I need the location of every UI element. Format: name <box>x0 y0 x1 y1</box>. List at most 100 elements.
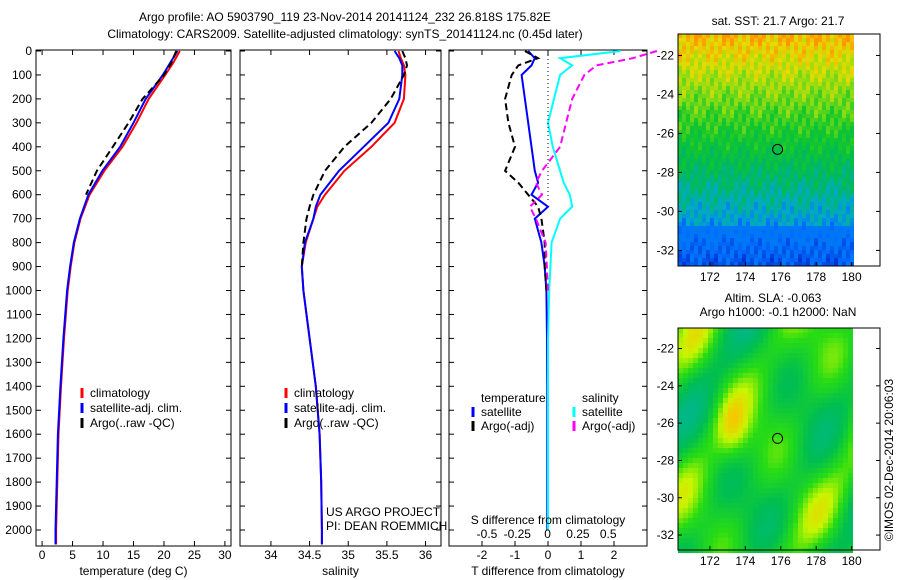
heatmap-cell <box>722 242 726 246</box>
heatmap-cell <box>723 518 728 523</box>
heatmap-cell <box>810 226 814 230</box>
heatmap-cell <box>803 408 808 413</box>
heatmap-cell <box>738 453 743 458</box>
heatmap-cell <box>690 250 694 254</box>
heatmap-cell <box>722 250 726 254</box>
heatmap-cell <box>734 130 738 134</box>
heatmap-cell <box>834 110 838 114</box>
heatmap-cell <box>718 238 722 242</box>
heatmap-cell <box>848 473 853 478</box>
heatmap-cell <box>738 348 743 353</box>
heatmap-cell <box>788 523 793 528</box>
heatmap-cell <box>818 498 823 503</box>
heatmap-cell <box>826 262 830 266</box>
heatmap-cell <box>793 343 798 348</box>
heatmap-cell <box>694 262 698 266</box>
heatmap-cell <box>788 473 793 478</box>
heatmap-cell <box>826 118 830 122</box>
heatmap-cell <box>818 448 823 453</box>
heatmap-cell <box>802 122 806 126</box>
heatmap-cell <box>768 458 773 463</box>
heatmap-cell <box>710 94 714 98</box>
heatmap-cell <box>790 34 794 38</box>
heatmap-cell <box>828 353 833 358</box>
heatmap-cell <box>713 413 718 418</box>
heatmap-cell <box>838 50 842 54</box>
heatmap-cell <box>730 82 734 86</box>
heatmap-cell <box>814 62 818 66</box>
heatmap-cell <box>790 54 794 58</box>
heatmap-cell <box>786 94 790 98</box>
heatmap-cell <box>778 523 783 528</box>
heatmap-cell <box>726 94 730 98</box>
heatmap-cell <box>838 74 842 78</box>
heatmap-cell <box>694 206 698 210</box>
heatmap-cell <box>846 182 850 186</box>
heatmap-cell <box>718 174 722 178</box>
heatmap-cell <box>828 533 833 538</box>
heatmap-cell <box>783 388 788 393</box>
heatmap-cell <box>762 58 766 62</box>
heatmap-cell <box>828 513 833 518</box>
heatmap-cell <box>830 66 834 70</box>
heatmap-cell <box>782 90 786 94</box>
heatmap-cell <box>682 178 686 182</box>
heatmap-cell <box>786 170 790 174</box>
heatmap-cell <box>698 463 703 468</box>
heatmap-cell <box>694 186 698 190</box>
heatmap-cell <box>838 246 842 250</box>
heatmap-cell <box>773 443 778 448</box>
heatmap-cell <box>790 190 794 194</box>
heatmap-cell <box>850 182 854 186</box>
heatmap-cell <box>686 150 690 154</box>
heatmap-cell <box>698 413 703 418</box>
heatmap-cell <box>770 222 774 226</box>
heatmap-cell <box>728 363 733 368</box>
heatmap-cell <box>848 453 853 458</box>
heatmap-cell <box>786 126 790 130</box>
heatmap-cell <box>733 428 738 433</box>
heatmap-cell <box>828 473 833 478</box>
heatmap-cell <box>822 134 826 138</box>
heatmap-cell <box>722 158 726 162</box>
heatmap-cell <box>708 408 713 413</box>
heatmap-cell <box>766 38 770 42</box>
heatmap-cell <box>698 122 702 126</box>
heatmap-cell <box>783 358 788 363</box>
heatmap-cell <box>742 198 746 202</box>
heatmap-cell <box>798 473 803 478</box>
heatmap-cell <box>726 130 730 134</box>
heatmap-cell <box>778 246 782 250</box>
heatmap-cell <box>688 488 693 493</box>
heatmap-cell <box>848 508 853 513</box>
heatmap-cell <box>788 453 793 458</box>
heatmap-cell <box>734 138 738 142</box>
heatmap-cell <box>678 543 683 548</box>
heatmap-cell <box>823 508 828 513</box>
heatmap-cell <box>786 182 790 186</box>
heatmap-cell <box>818 333 823 338</box>
heatmap-cell <box>730 78 734 82</box>
heatmap-cell <box>718 54 722 58</box>
heatmap-cell <box>714 206 718 210</box>
heatmap-cell <box>678 90 682 94</box>
heatmap-cell <box>778 443 783 448</box>
heatmap-cell <box>790 110 794 114</box>
heatmap-cell <box>690 162 694 166</box>
heatmap-cell <box>828 538 833 543</box>
heatmap-cell <box>766 142 770 146</box>
heatmap-cell <box>818 198 822 202</box>
heatmap-cell <box>773 373 778 378</box>
heatmap-cell <box>686 158 690 162</box>
heatmap-cell <box>838 378 843 383</box>
heatmap-cell <box>848 328 853 333</box>
heatmap-cell <box>794 254 798 258</box>
heatmap-cell <box>843 343 848 348</box>
heatmap-cell <box>730 130 734 134</box>
heatmap-cell <box>818 126 822 130</box>
heatmap-cell <box>813 458 818 463</box>
heatmap-cell <box>706 102 710 106</box>
heatmap-cell <box>778 62 782 66</box>
heatmap-cell <box>754 202 758 206</box>
heatmap-cell <box>758 142 762 146</box>
